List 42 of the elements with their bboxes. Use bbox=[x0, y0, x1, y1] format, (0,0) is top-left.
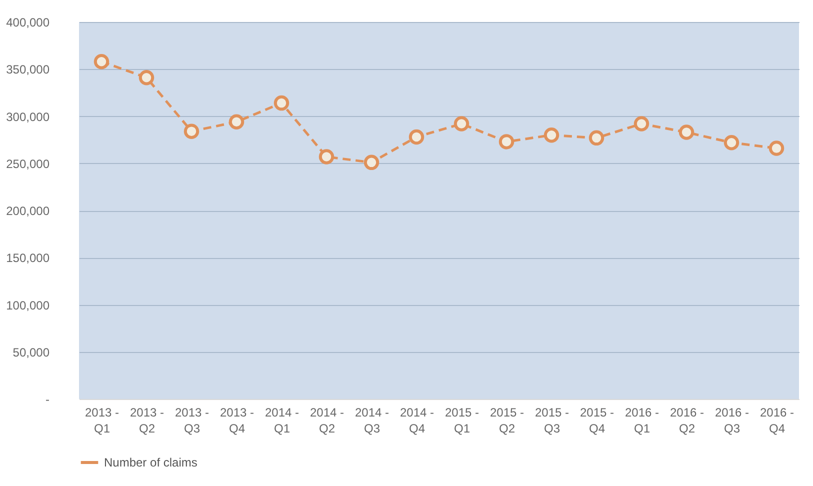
x-tick-label: 2015 - Q3 bbox=[534, 406, 570, 436]
point bbox=[364, 154, 380, 170]
point bbox=[138, 70, 154, 86]
y-tick-label: 50,000 bbox=[12, 345, 50, 360]
point bbox=[454, 116, 470, 132]
y-tick-label: 300,000 bbox=[6, 110, 50, 124]
y-tick-label: 200,000 bbox=[6, 204, 50, 218]
x-tick-label: 2015 - Q4 bbox=[580, 406, 614, 436]
x-tick-label: 2013 - Q1 bbox=[84, 406, 120, 436]
x-tick-label: 2014 - Q2 bbox=[310, 406, 344, 436]
x-tick-label: 2016 - Q3 bbox=[714, 406, 750, 436]
legend-label: Number of claims bbox=[104, 456, 198, 470]
point bbox=[768, 140, 784, 156]
y-tick-label: 250,000 bbox=[6, 156, 50, 171]
y-tick-label: - bbox=[46, 392, 50, 406]
x-tick-label: 2015 - Q2 bbox=[490, 406, 524, 436]
y-tick-label: 150,000 bbox=[6, 251, 50, 266]
point bbox=[408, 129, 424, 145]
point bbox=[94, 54, 110, 70]
point bbox=[634, 116, 650, 132]
point bbox=[498, 134, 514, 150]
x-tick-label: 2014 - Q1 bbox=[264, 406, 300, 436]
x-tick-label: 2014 - Q3 bbox=[354, 406, 390, 436]
y-tick-label: 400,000 bbox=[6, 16, 50, 30]
point bbox=[588, 130, 604, 146]
point bbox=[544, 127, 560, 143]
y-tick-label: 350,000 bbox=[6, 62, 50, 77]
point bbox=[184, 124, 200, 139]
point bbox=[678, 124, 694, 140]
x-tick-label: 2014 - Q4 bbox=[400, 406, 434, 436]
point bbox=[274, 95, 290, 111]
x-tick-label: 2015 - Q1 bbox=[444, 406, 480, 436]
point bbox=[228, 114, 244, 130]
x-tick-label: 2013 - Q3 bbox=[174, 406, 210, 436]
x-tick-label: 2013 - Q4 bbox=[220, 406, 254, 436]
point bbox=[318, 149, 334, 164]
x-tick-label: 2016 - Q1 bbox=[624, 406, 660, 436]
x-tick-label: 2016 - Q2 bbox=[670, 406, 704, 436]
y-tick-label: 100,000 bbox=[6, 298, 50, 312]
point bbox=[724, 135, 740, 150]
x-tick-label: 2016 - Q4 bbox=[760, 406, 794, 436]
x-tick-label: 2013 - Q2 bbox=[130, 406, 164, 436]
